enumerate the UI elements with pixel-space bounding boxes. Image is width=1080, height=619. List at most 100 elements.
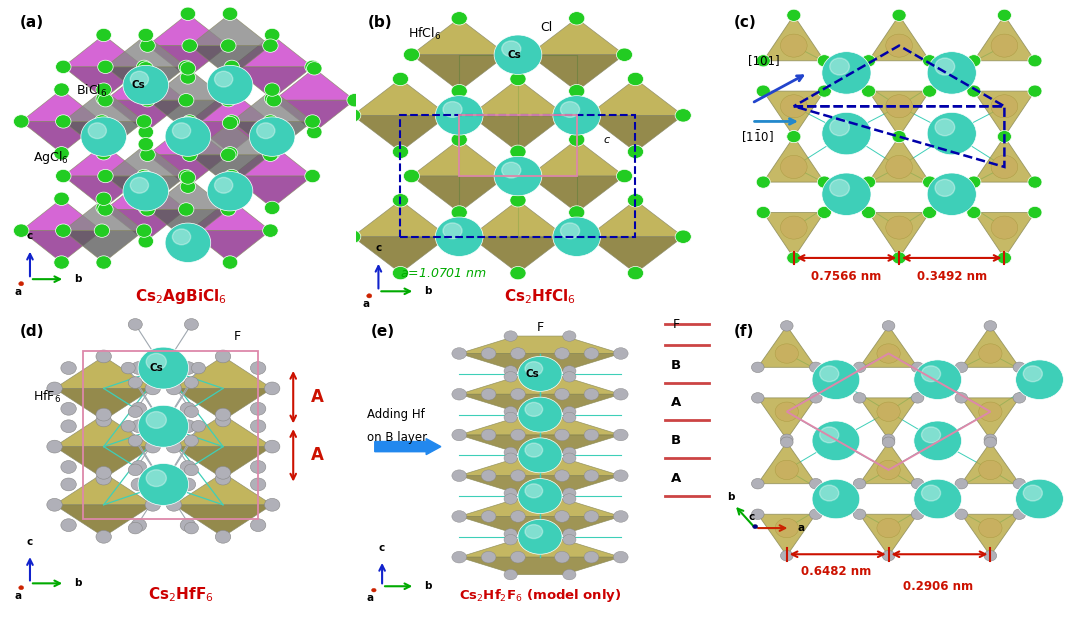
- Circle shape: [215, 530, 231, 543]
- Polygon shape: [459, 516, 621, 534]
- Circle shape: [222, 192, 238, 206]
- Polygon shape: [148, 14, 228, 46]
- Circle shape: [787, 131, 801, 142]
- Polygon shape: [764, 212, 824, 258]
- Circle shape: [927, 173, 976, 215]
- Circle shape: [955, 478, 968, 489]
- Circle shape: [166, 440, 181, 453]
- Circle shape: [482, 470, 496, 482]
- Polygon shape: [758, 398, 815, 439]
- Circle shape: [1028, 85, 1042, 97]
- Circle shape: [853, 362, 866, 373]
- Circle shape: [121, 362, 135, 374]
- Circle shape: [627, 266, 644, 280]
- Text: c: c: [27, 537, 33, 547]
- Circle shape: [180, 478, 195, 491]
- Circle shape: [510, 194, 526, 207]
- Circle shape: [136, 224, 152, 237]
- Circle shape: [265, 201, 280, 215]
- Circle shape: [224, 115, 240, 128]
- Circle shape: [991, 34, 1017, 57]
- Circle shape: [787, 131, 801, 142]
- Circle shape: [18, 586, 24, 590]
- Circle shape: [1013, 478, 1026, 489]
- Circle shape: [613, 429, 629, 441]
- Circle shape: [978, 402, 1002, 422]
- Polygon shape: [148, 209, 228, 241]
- Circle shape: [557, 230, 573, 243]
- Circle shape: [504, 447, 517, 457]
- Circle shape: [613, 389, 629, 400]
- Text: [101]: [101]: [748, 54, 780, 67]
- Circle shape: [178, 93, 194, 107]
- Circle shape: [775, 460, 798, 480]
- Circle shape: [180, 180, 195, 193]
- Circle shape: [262, 224, 279, 237]
- Text: 0.2906 nm: 0.2906 nm: [903, 580, 973, 593]
- Circle shape: [1023, 366, 1042, 382]
- Circle shape: [180, 519, 195, 532]
- Text: Adding Hf: Adding Hf: [367, 408, 426, 421]
- Circle shape: [504, 534, 517, 545]
- Circle shape: [555, 389, 569, 400]
- Circle shape: [222, 7, 238, 20]
- Circle shape: [922, 176, 936, 188]
- Polygon shape: [64, 199, 144, 231]
- Circle shape: [935, 180, 955, 196]
- Circle shape: [877, 518, 901, 538]
- Polygon shape: [459, 458, 621, 475]
- Polygon shape: [758, 514, 815, 556]
- Circle shape: [810, 509, 822, 519]
- Circle shape: [145, 382, 161, 395]
- Polygon shape: [459, 336, 621, 353]
- Polygon shape: [353, 79, 448, 115]
- Circle shape: [215, 71, 233, 87]
- Circle shape: [555, 552, 569, 563]
- Circle shape: [921, 427, 941, 443]
- Text: b: b: [424, 287, 432, 297]
- Text: Cs: Cs: [508, 50, 522, 59]
- Circle shape: [561, 102, 580, 118]
- Text: [1$\bar{1}$0]: [1$\bar{1}$0]: [741, 128, 773, 145]
- Circle shape: [96, 530, 111, 543]
- Circle shape: [451, 206, 468, 219]
- Circle shape: [451, 511, 467, 522]
- Polygon shape: [106, 178, 186, 209]
- Circle shape: [138, 201, 153, 215]
- Circle shape: [482, 429, 496, 441]
- Circle shape: [441, 109, 456, 122]
- Circle shape: [46, 382, 63, 395]
- Polygon shape: [353, 236, 448, 273]
- Circle shape: [584, 389, 598, 400]
- Circle shape: [820, 485, 839, 501]
- Circle shape: [569, 133, 584, 146]
- Circle shape: [984, 437, 997, 448]
- Circle shape: [753, 524, 758, 529]
- Circle shape: [96, 137, 111, 151]
- Circle shape: [180, 361, 195, 374]
- Circle shape: [60, 361, 77, 374]
- Circle shape: [215, 472, 231, 485]
- Circle shape: [220, 39, 237, 52]
- Circle shape: [555, 470, 569, 482]
- Polygon shape: [411, 19, 507, 54]
- Circle shape: [955, 362, 968, 373]
- Circle shape: [584, 511, 598, 522]
- Circle shape: [617, 170, 633, 183]
- Circle shape: [563, 569, 576, 580]
- Circle shape: [265, 498, 280, 511]
- Circle shape: [178, 203, 194, 216]
- Circle shape: [54, 256, 69, 269]
- Circle shape: [921, 485, 941, 501]
- Circle shape: [922, 54, 936, 67]
- Circle shape: [853, 392, 866, 403]
- Circle shape: [553, 217, 600, 256]
- Polygon shape: [190, 199, 270, 231]
- Circle shape: [215, 178, 233, 193]
- Polygon shape: [232, 144, 312, 176]
- Polygon shape: [274, 100, 354, 132]
- Circle shape: [882, 550, 895, 561]
- Polygon shape: [353, 201, 448, 236]
- Circle shape: [191, 420, 205, 432]
- Circle shape: [613, 348, 629, 359]
